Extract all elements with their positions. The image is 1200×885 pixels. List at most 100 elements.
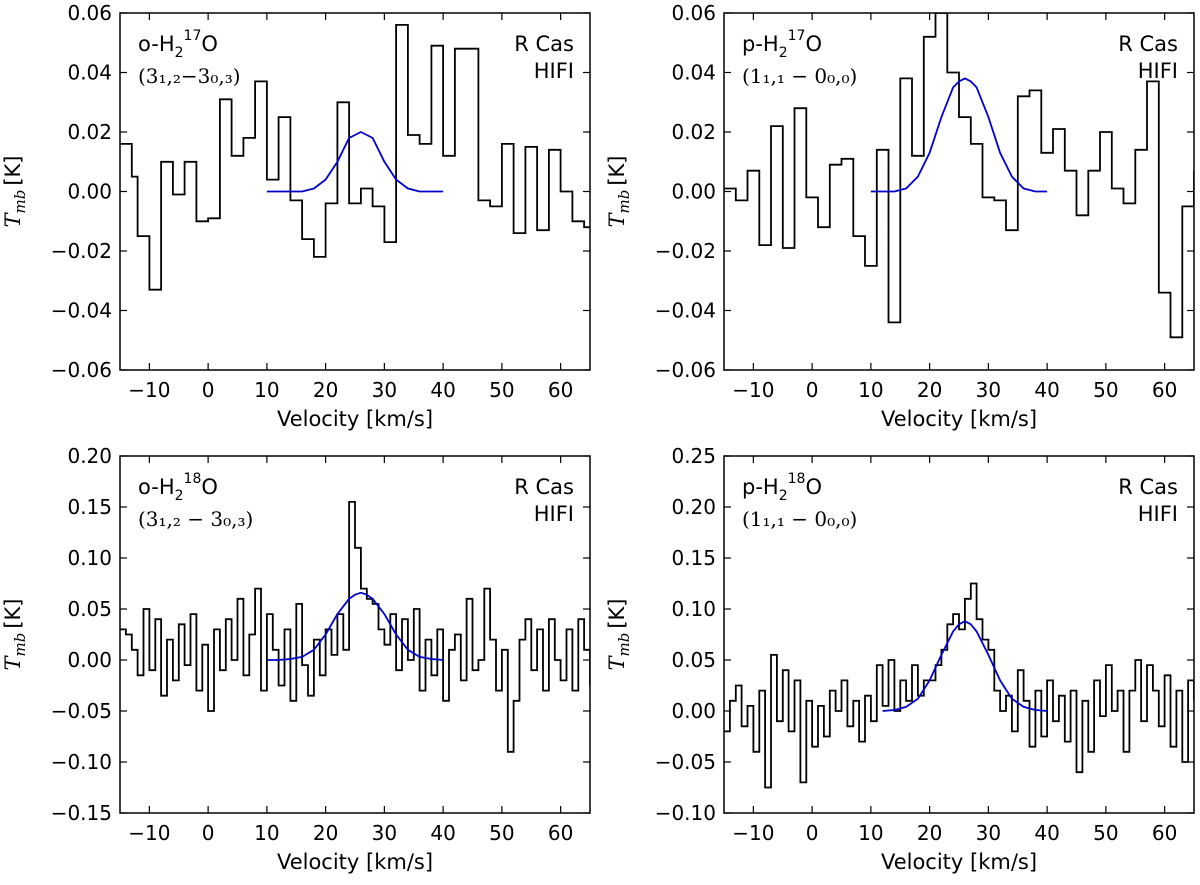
y-tick-label: −0.02 <box>655 239 716 263</box>
y-axis-title: Tmb[K] <box>1 598 29 670</box>
y-tick-label: 0.15 <box>671 546 716 570</box>
y-axis-title: Tmb[K] <box>1 155 29 227</box>
y-tick-label: 0.00 <box>67 180 112 204</box>
y-tick-label: 0.05 <box>67 597 112 621</box>
x-tick-label: 20 <box>917 821 942 845</box>
transition-label: (1₁,₁ − 0₀,₀) <box>742 507 857 531</box>
y-tick-label: 0.00 <box>67 648 112 672</box>
x-tick-label: 60 <box>1152 378 1177 402</box>
x-tick-label: 60 <box>1152 821 1177 845</box>
x-tick-label: 10 <box>254 378 279 402</box>
x-tick-label: −10 <box>128 378 170 402</box>
x-tick-label: 0 <box>202 821 215 845</box>
y-tick-label: 0.06 <box>67 1 112 25</box>
x-tick-label: 50 <box>1093 821 1118 845</box>
y-tick-label: −0.04 <box>51 299 112 323</box>
instrument-label: HIFI <box>534 502 574 526</box>
y-tick-label: 0.10 <box>67 546 112 570</box>
x-axis-title: Velocity [km/s] <box>881 850 1037 874</box>
y-axis-title: Tmb[K] <box>605 598 633 670</box>
panel-1: −10 0 10 20 30 40 50 60 −0.06 −0.04 −0.02 0.00 0.02 0… <box>1 1 591 431</box>
source-label: R Cas <box>514 32 574 56</box>
x-tick-label: 0 <box>806 378 819 402</box>
transition-label: (3₁,₂ − 3₀,₃) <box>138 507 253 531</box>
y-tick-label: −0.10 <box>51 750 112 774</box>
y-tick-label: −0.04 <box>655 299 716 323</box>
source-label: R Cas <box>1118 32 1178 56</box>
molecule-label: o-H217O <box>138 28 218 61</box>
x-tick-label: 30 <box>372 378 397 402</box>
gaussian-fit-line <box>266 591 444 661</box>
instrument-label: HIFI <box>534 59 574 83</box>
x-tick-label: 50 <box>489 378 514 402</box>
x-tick-label: 60 <box>548 378 573 402</box>
gaussian-fit-line <box>870 77 1048 193</box>
panel-4: −10 0 10 20 30 40 50 60 −0.10 −0.05 0.00 0.05 0.10 0.… <box>605 444 1195 874</box>
y-tick-label: 0.05 <box>671 648 716 672</box>
y-axis-title: Tmb[K] <box>605 155 633 227</box>
x-tick-label: 30 <box>976 378 1001 402</box>
x-tick-label: −10 <box>128 821 170 845</box>
x-tick-label: 40 <box>430 378 455 402</box>
molecule-label: p-H217O <box>742 28 822 61</box>
y-tick-label: −0.06 <box>655 358 716 382</box>
spectrum-histogram <box>120 24 590 291</box>
y-tick-label: 0.20 <box>671 495 716 519</box>
x-axis-title: Velocity [km/s] <box>277 850 433 874</box>
y-tick-label: −0.10 <box>655 801 716 825</box>
x-tick-label: 0 <box>806 821 819 845</box>
y-tick-label: −0.05 <box>655 750 716 774</box>
spectrum-histogram <box>724 13 1194 339</box>
y-tick-label: −0.02 <box>51 239 112 263</box>
x-tick-label: 30 <box>976 821 1001 845</box>
y-tick-label: 0.00 <box>671 180 716 204</box>
x-tick-label: 40 <box>1034 378 1059 402</box>
panel-3: −10 0 10 20 30 40 50 60 −0.15 −0.10 −0.05 0.00 0.05 0… <box>1 444 591 874</box>
y-tick-label: 0.04 <box>67 61 112 85</box>
molecule-label: p-H218O <box>742 471 822 504</box>
y-tick-label: 0.04 <box>671 61 716 85</box>
y-tick-label: 0.02 <box>671 120 716 144</box>
x-tick-label: −10 <box>732 821 774 845</box>
x-tick-label: 10 <box>254 821 279 845</box>
x-tick-label: 20 <box>313 821 338 845</box>
instrument-label: HIFI <box>1138 502 1178 526</box>
spectrum-histogram <box>120 501 590 753</box>
y-tick-label: 0.15 <box>67 495 112 519</box>
x-tick-label: 20 <box>313 378 338 402</box>
x-tick-label: 40 <box>1034 821 1059 845</box>
spectrum-histogram <box>724 582 1194 789</box>
source-label: R Cas <box>1118 475 1178 499</box>
y-tick-label: 0.00 <box>671 699 716 723</box>
gaussian-fit-line <box>266 131 444 193</box>
instrument-label: HIFI <box>1138 59 1178 83</box>
x-tick-label: 30 <box>372 821 397 845</box>
y-tick-label: −0.15 <box>51 801 112 825</box>
x-tick-label: 0 <box>202 378 215 402</box>
y-tick-label: 0.02 <box>67 120 112 144</box>
y-tick-label: 0.10 <box>671 597 716 621</box>
molecule-label: o-H218O <box>138 471 218 504</box>
y-tick-label: 0.20 <box>67 444 112 468</box>
gaussian-fit-line <box>882 620 1048 712</box>
x-axis-title: Velocity [km/s] <box>277 407 433 431</box>
x-tick-label: 10 <box>858 821 883 845</box>
transition-label: (1₁,₁ − 0₀,₀) <box>742 64 857 88</box>
transition-label: (3₁,₂−3₀,₃) <box>138 64 241 88</box>
x-tick-label: 60 <box>548 821 573 845</box>
source-label: R Cas <box>514 475 574 499</box>
plot-frame <box>723 455 1195 814</box>
x-tick-label: 20 <box>917 378 942 402</box>
y-tick-label: −0.06 <box>51 358 112 382</box>
x-tick-label: 50 <box>1093 378 1118 402</box>
x-tick-label: 50 <box>489 821 514 845</box>
x-tick-label: 40 <box>430 821 455 845</box>
y-tick-label: 0.25 <box>671 444 716 468</box>
y-tick-label: 0.06 <box>671 1 716 25</box>
panel-2: −10 0 10 20 30 40 50 60 −0.06 −0.04 −0.02 0.00 0.02 0… <box>605 1 1195 431</box>
x-axis-title: Velocity [km/s] <box>881 407 1037 431</box>
x-tick-label: −10 <box>732 378 774 402</box>
plot-frame <box>119 455 591 814</box>
x-tick-label: 10 <box>858 378 883 402</box>
